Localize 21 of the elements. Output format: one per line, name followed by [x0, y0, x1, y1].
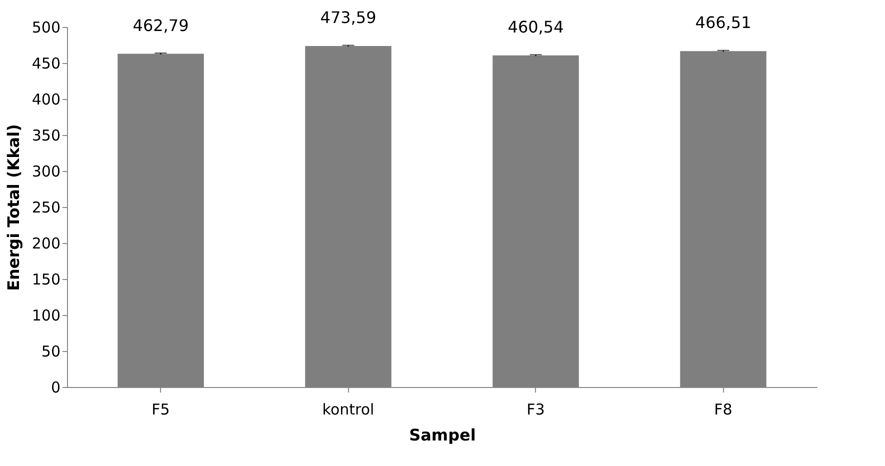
y-tick-label: 450	[32, 54, 60, 72]
data-label: 473,59	[320, 8, 376, 28]
y-tick-label: 300	[32, 162, 60, 180]
y-tick-label: 200	[32, 234, 60, 252]
y-tick-label: 50	[41, 342, 60, 360]
data-label: 462,79	[132, 16, 189, 35]
y-tick-label: 100	[32, 306, 60, 324]
x-tick-label: F5	[152, 400, 170, 418]
x-tick-label: F8	[714, 400, 732, 418]
y-tick-label: 250	[32, 198, 60, 216]
y-tick-label: 0	[50, 378, 60, 396]
y-tick-label: 400	[32, 90, 60, 108]
data-label: 466,51	[695, 13, 752, 32]
y-tick-label: 500	[32, 18, 60, 36]
data-label: 460,54	[508, 17, 564, 36]
x-axis-title: Sampel	[409, 426, 476, 444]
y-tick-label: 350	[32, 126, 60, 144]
y-tick-label: 150	[32, 270, 60, 288]
x-tick-label: F3	[526, 400, 545, 418]
x-tick-label: kontrol	[322, 400, 374, 418]
y-axis-title: Energi Total (Kkal)	[4, 124, 23, 291]
